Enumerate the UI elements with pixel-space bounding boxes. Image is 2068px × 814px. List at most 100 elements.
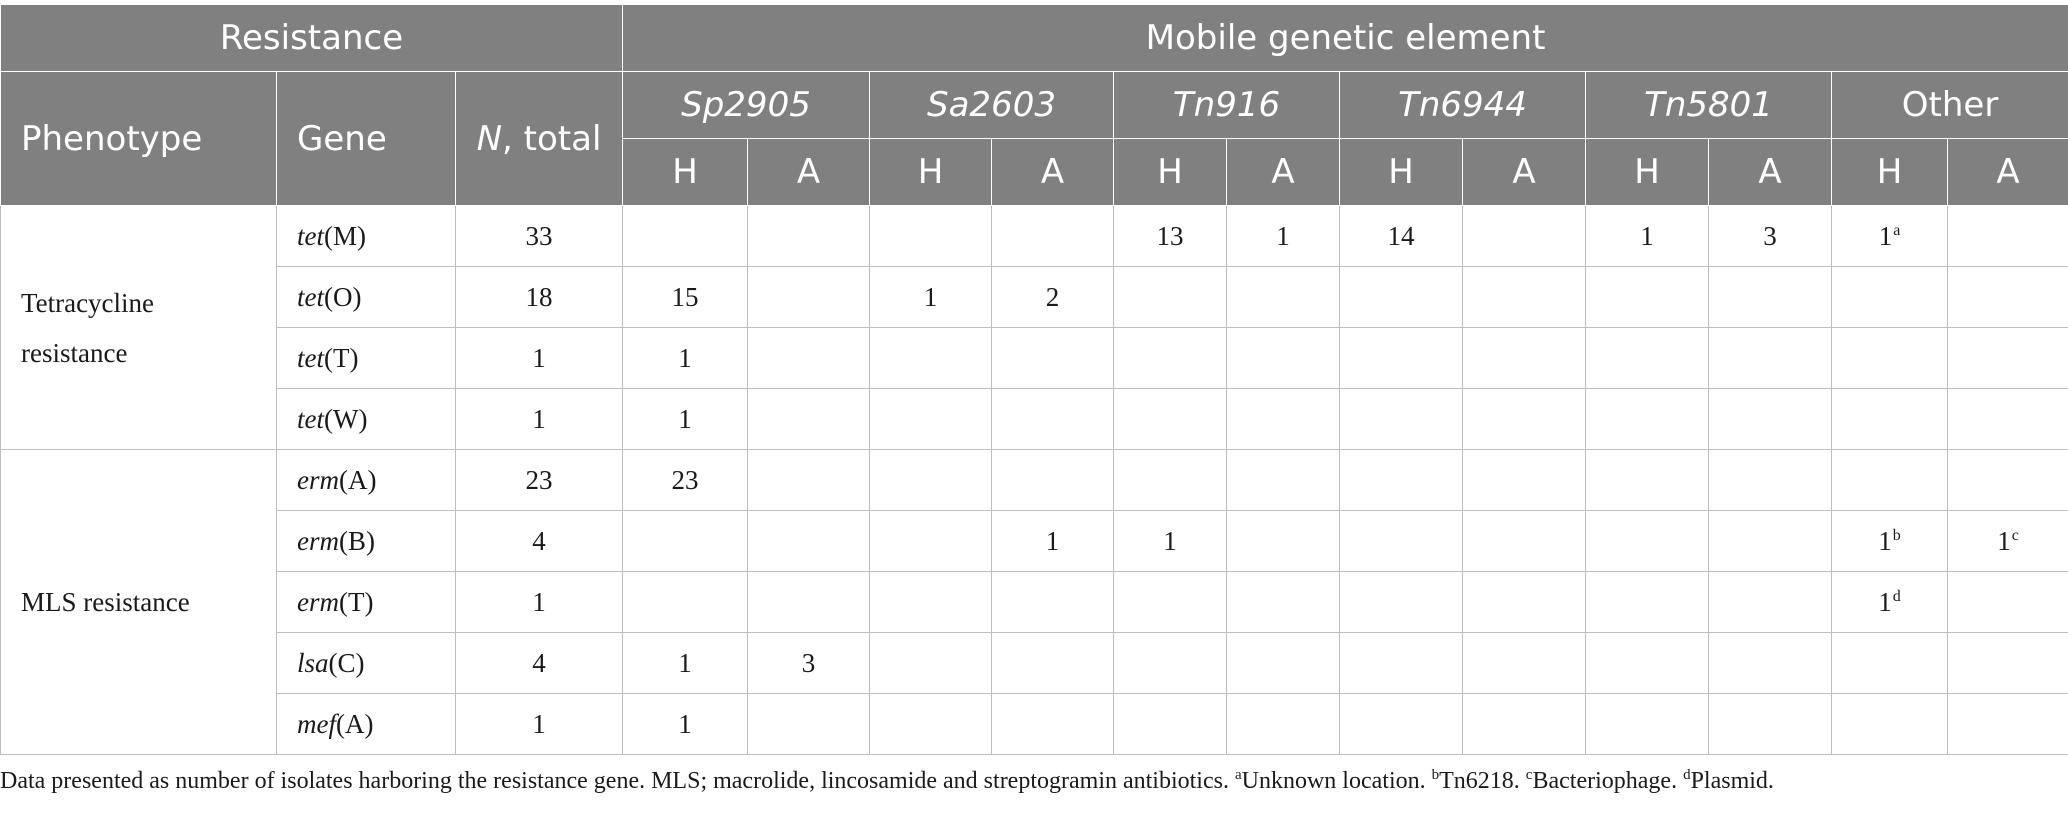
count-cell [1113,449,1227,511]
count-cell [1462,205,1586,267]
footnote-note: Bacteriophage. [1532,768,1678,794]
gene-variant: (T) [339,586,374,617]
count-cell [991,632,1114,694]
count-cell [1585,266,1709,328]
resistance-table: Resistance Mobile genetic element Phenot… [0,4,2068,755]
gene-name: tet [297,342,324,373]
count-cell [1708,571,1832,633]
count-cell [1462,449,1586,511]
phenotype-cell: Tetracycline resistance [0,205,277,450]
count-cell [1585,632,1709,694]
table-row: MLS resistance erm(A) 23 23 [0,449,2068,755]
element-header-tn5801: Tn5801 [1585,71,1832,139]
count-cell [747,510,870,572]
n-total-cell: 1 [455,327,623,389]
count-cell: 1d [1831,571,1948,633]
count-cell [622,205,748,267]
count-cell [1339,693,1463,755]
count-cell [1226,632,1340,694]
phenotype-label-line2: resistance [21,337,128,368]
footnote-note: Unknown location. [1241,768,1426,794]
n-total-cell: 23 [455,449,623,511]
count-cell [1226,449,1340,511]
count-cell [1585,388,1709,450]
count-cell [747,205,870,267]
count-cell [1462,693,1586,755]
n-total-cell: 33 [455,205,623,267]
count-value: 1 [923,281,938,312]
footnote-mark: b [1892,526,1901,544]
table-row: tet(W) 1 1 [1,388,2068,450]
h-subheader: H [1585,138,1709,206]
count-value: 1 [1878,525,1892,556]
gene-variant: (W) [324,403,368,434]
count-cell [1585,327,1709,389]
h-subheader: H [869,138,992,206]
count-cell [869,388,992,450]
gene-cell: tet(O) [276,266,456,328]
count-cell [1708,388,1832,450]
gene-name: lsa [297,647,329,678]
table-header: Resistance Mobile genetic element Phenot… [0,4,2068,206]
h-subheader: H [622,138,748,206]
table-row: erm(T) 1 1d [1,571,2068,633]
count-value: 1 [678,708,692,739]
count-cell [991,388,1114,450]
count-cell [1708,632,1832,694]
phenotype-cell: MLS resistance [0,449,277,755]
count-cell: 1b [1831,510,1948,572]
count-cell: 3 [1708,205,1832,267]
gene-header: Gene [276,71,456,206]
table-row: Tetracycline resistance tet(M) 33 13 1 14 1 3 1a [0,205,2068,450]
count-cell: 3 [747,632,870,694]
footnote-note: Tn6218. [1439,768,1520,794]
count-cell [1339,388,1463,450]
count-cell: 1 [622,388,748,450]
gene-name: tet [297,220,324,251]
count-cell [1113,327,1227,389]
element-header-tn916: Tn916 [1113,71,1340,139]
count-cell: 1 [869,266,992,328]
count-value: 1 [678,647,692,678]
a-subheader: A [747,138,870,206]
gene-name: tet [297,403,324,434]
count-cell [869,693,992,755]
h-subheader: H [1339,138,1463,206]
phenotype-label: MLS resistance [21,587,190,617]
count-cell [1226,388,1340,450]
count-cell [869,449,992,511]
count-cell [1585,571,1709,633]
table-body: Tetracycline resistance tet(M) 33 13 1 14 1 3 1a t… [0,205,2068,755]
footnote-mark: d [1892,587,1901,605]
count-cell [1113,571,1227,633]
count-cell [869,327,992,389]
count-cell [622,571,748,633]
count-cell [991,571,1114,633]
count-cell [869,632,992,694]
gene-cell: tet(T) [276,327,456,389]
gene-variant: (T) [324,342,359,373]
gene-cell: erm(A) [276,449,456,511]
count-value: 1 [1640,220,1654,251]
count-value: 1 [1163,525,1177,556]
count-cell [747,449,870,511]
count-value: 3 [1763,220,1777,251]
count-cell [1946,449,2068,511]
count-cell [1946,388,2068,450]
footnote-mark: c [1525,767,1533,783]
count-cell: 1 [1226,205,1340,267]
count-cell: 13 [1113,205,1227,267]
count-cell [991,693,1114,755]
phenotype-label: Tetracycline [21,287,155,318]
n-total-header: N, total [455,71,623,206]
table-row: tet(O) 18 15 1 2 [1,266,2068,328]
count-value: 1 [1878,220,1893,251]
count-cell [869,205,992,267]
h-subheader: H [1113,138,1227,206]
count-cell [1946,327,2068,389]
count-cell [1339,632,1463,694]
count-cell [1585,449,1709,511]
a-subheader: A [1226,138,1340,206]
n-total-cell: 4 [455,632,623,694]
count-cell [1831,266,1948,328]
